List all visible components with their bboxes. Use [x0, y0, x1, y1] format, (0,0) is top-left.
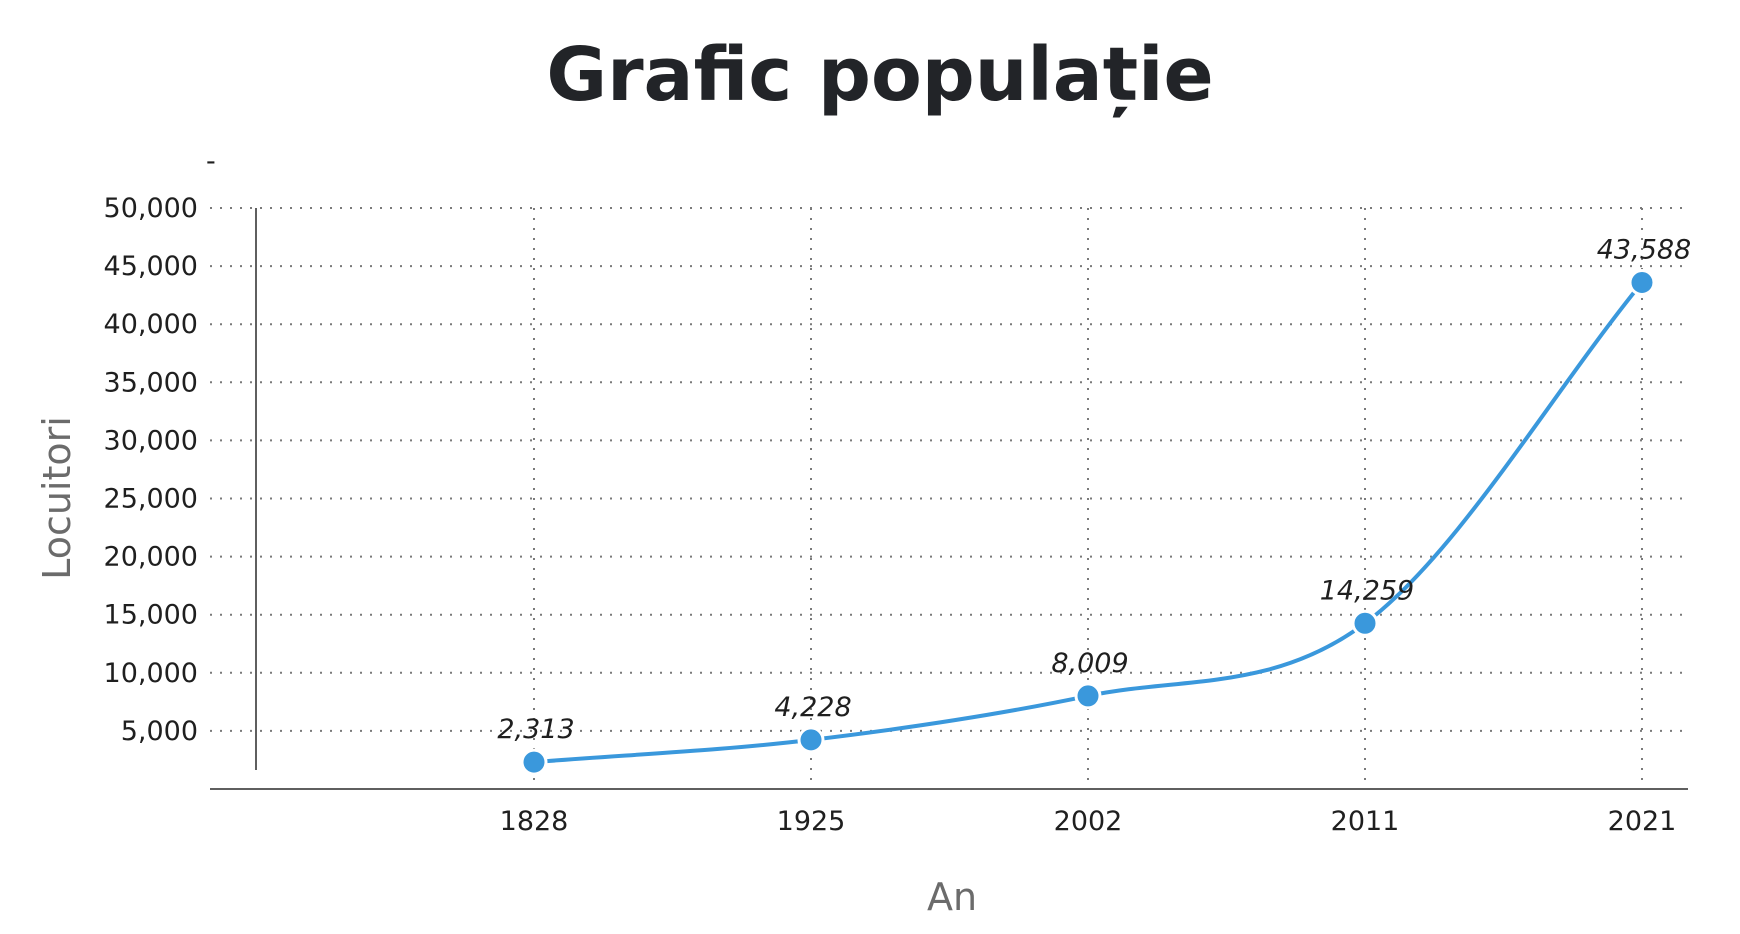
y-tick-label: 15,000 — [104, 600, 198, 631]
y-axis-top-mark: - — [206, 146, 216, 177]
data-point — [520, 748, 548, 776]
y-tick-label: 20,000 — [104, 542, 198, 573]
data-point — [1628, 269, 1656, 297]
x-tick-label: 1925 — [777, 806, 846, 837]
data-label: 43,588 — [1597, 235, 1691, 266]
y-tick-label: 40,000 — [104, 309, 198, 340]
x-tick-labels: 1828 1925 2002 2011 2021 — [500, 806, 1677, 837]
data-point — [1351, 609, 1379, 637]
y-tick-label: 30,000 — [104, 425, 198, 456]
series-line — [533, 281, 1644, 765]
y-tick-label: 50,000 — [104, 193, 198, 224]
x-tick-label: 2002 — [1054, 806, 1123, 837]
data-labels: 2,313 4,228 8,009 14,259 43,588 — [497, 235, 1691, 746]
data-label: 8,009 — [1051, 648, 1128, 679]
series-line-group — [533, 281, 1644, 765]
y-tick-label: 25,000 — [104, 484, 198, 515]
axes — [210, 208, 1688, 790]
chart-title: Grafic populație — [546, 32, 1213, 118]
y-tick-label: 35,000 — [104, 367, 198, 398]
grid-lines — [210, 207, 1688, 789]
y-tick-label: 5,000 — [121, 716, 198, 747]
x-axis-title: An — [927, 875, 977, 919]
data-point — [797, 726, 825, 754]
data-point — [1074, 682, 1102, 710]
y-tick-labels: 5,000 10,000 15,000 20,000 25,000 30,000 35,00… — [104, 193, 198, 747]
x-tick-label: 2021 — [1608, 806, 1677, 837]
data-label: 2,313 — [497, 714, 574, 745]
y-tick-label: 10,000 — [104, 658, 198, 689]
y-axis-title: Locuitori — [35, 416, 79, 580]
data-label: 4,228 — [774, 692, 851, 723]
data-points — [520, 269, 1656, 776]
x-tick-label: 2011 — [1331, 806, 1400, 837]
y-tick-label: 45,000 — [104, 251, 198, 282]
x-tick-label: 1828 — [500, 806, 569, 837]
data-label: 14,259 — [1320, 575, 1414, 606]
